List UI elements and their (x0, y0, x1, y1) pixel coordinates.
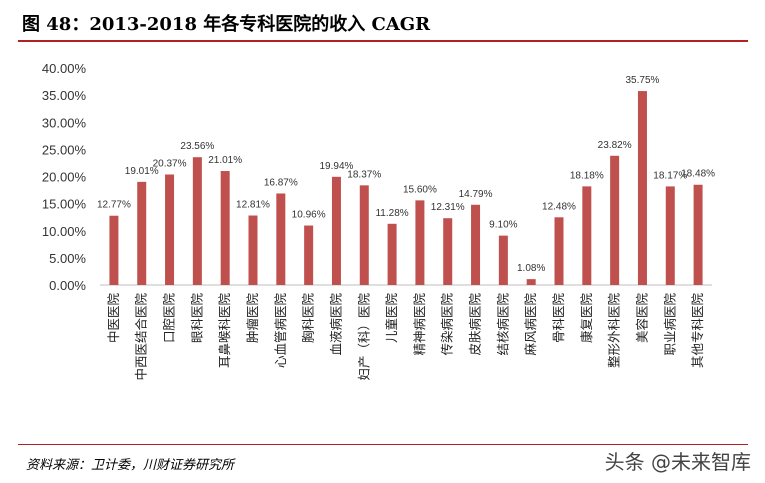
watermark: 头条 @未来智库 (604, 450, 751, 474)
bar (637, 91, 647, 286)
data-label: 12.81% (236, 200, 270, 211)
y-tick-label: 10.00% (42, 224, 87, 239)
data-label: 19.94% (319, 161, 353, 172)
category-label: 结核病医院 (495, 293, 510, 356)
bar (248, 215, 258, 285)
bar (220, 171, 230, 285)
category-label: 骨科医院 (551, 293, 566, 344)
bar (526, 279, 536, 285)
bar (554, 217, 564, 285)
bar (109, 215, 119, 285)
bar (192, 157, 202, 285)
bar (276, 193, 286, 285)
chart-title: 图 48：2013-2018 年各专科医院的收入 CAGR (22, 14, 431, 35)
data-label: 15.60% (403, 184, 437, 195)
category-label: 美容医院 (634, 293, 649, 344)
bar (387, 223, 397, 285)
category-label: 传染病医院 (440, 293, 455, 356)
data-label: 12.77% (97, 200, 131, 211)
bar (443, 218, 453, 285)
data-label: 12.31% (431, 202, 465, 213)
bar (471, 204, 481, 285)
category-label: 妇产（科）医院 (356, 293, 371, 381)
data-label: 18.48% (681, 169, 715, 180)
y-tick-label: 20.00% (42, 170, 87, 185)
bar (165, 174, 175, 285)
data-label: 21.01% (208, 155, 242, 166)
bar (359, 185, 369, 285)
category-label: 中医医院 (106, 293, 121, 344)
data-label: 19.01% (125, 166, 159, 177)
y-tick-label: 15.00% (42, 197, 87, 212)
data-label: 12.48% (542, 201, 576, 212)
category-label: 儿童医院 (384, 293, 399, 344)
bar (582, 186, 592, 285)
data-label: 18.17% (653, 170, 687, 181)
bar (498, 235, 508, 285)
top-rule (18, 40, 748, 42)
data-label: 1.08% (517, 263, 545, 274)
category-label: 康复医院 (579, 293, 594, 344)
category-label: 皮肤病医院 (468, 293, 483, 356)
bar (331, 176, 341, 285)
source-note: 资料来源：卫计委，川财证券研究所 (26, 458, 235, 473)
y-tick-label: 30.00% (42, 115, 87, 130)
category-label: 中西医结合医院 (134, 293, 149, 381)
data-label: 20.37% (153, 158, 187, 169)
data-label: 35.75% (625, 75, 659, 86)
data-label: 14.79% (459, 189, 493, 200)
category-label: 麻风病医院 (523, 293, 538, 356)
category-label: 整形外科医院 (607, 293, 622, 369)
bottom-rule (18, 444, 748, 445)
data-label: 23.56% (180, 141, 214, 152)
y-tick-label: 5.00% (49, 251, 86, 266)
y-tick-label: 0.00% (49, 278, 86, 293)
data-label: 9.10% (489, 220, 517, 231)
bar (137, 181, 147, 285)
category-label: 职业病医院 (662, 293, 677, 356)
data-label: 16.87% (264, 177, 298, 188)
data-label: 11.28% (375, 208, 408, 219)
data-label: 18.18% (570, 170, 604, 181)
data-label: 18.37% (347, 169, 381, 180)
data-label: 10.96% (292, 210, 326, 221)
bar (415, 200, 425, 285)
bar (693, 184, 703, 285)
bar (665, 186, 675, 285)
category-label: 耳鼻喉科医院 (217, 293, 232, 369)
category-label: 胸科医院 (301, 293, 316, 344)
y-tick-label: 25.00% (42, 142, 87, 157)
bar (610, 155, 620, 285)
category-label: 其他专科医院 (690, 293, 705, 369)
bar (304, 225, 314, 285)
y-tick-label: 40.00% (42, 61, 87, 76)
category-label: 血液病医院 (328, 293, 343, 356)
category-label: 口腔医院 (162, 293, 177, 344)
category-label: 精神病医院 (412, 293, 427, 356)
category-label: 眼科医院 (189, 293, 204, 344)
y-tick-label: 35.00% (42, 88, 87, 103)
data-label: 23.82% (598, 140, 632, 151)
category-label: 心血管病医院 (273, 293, 288, 369)
category-label: 肿瘤医院 (245, 293, 260, 344)
